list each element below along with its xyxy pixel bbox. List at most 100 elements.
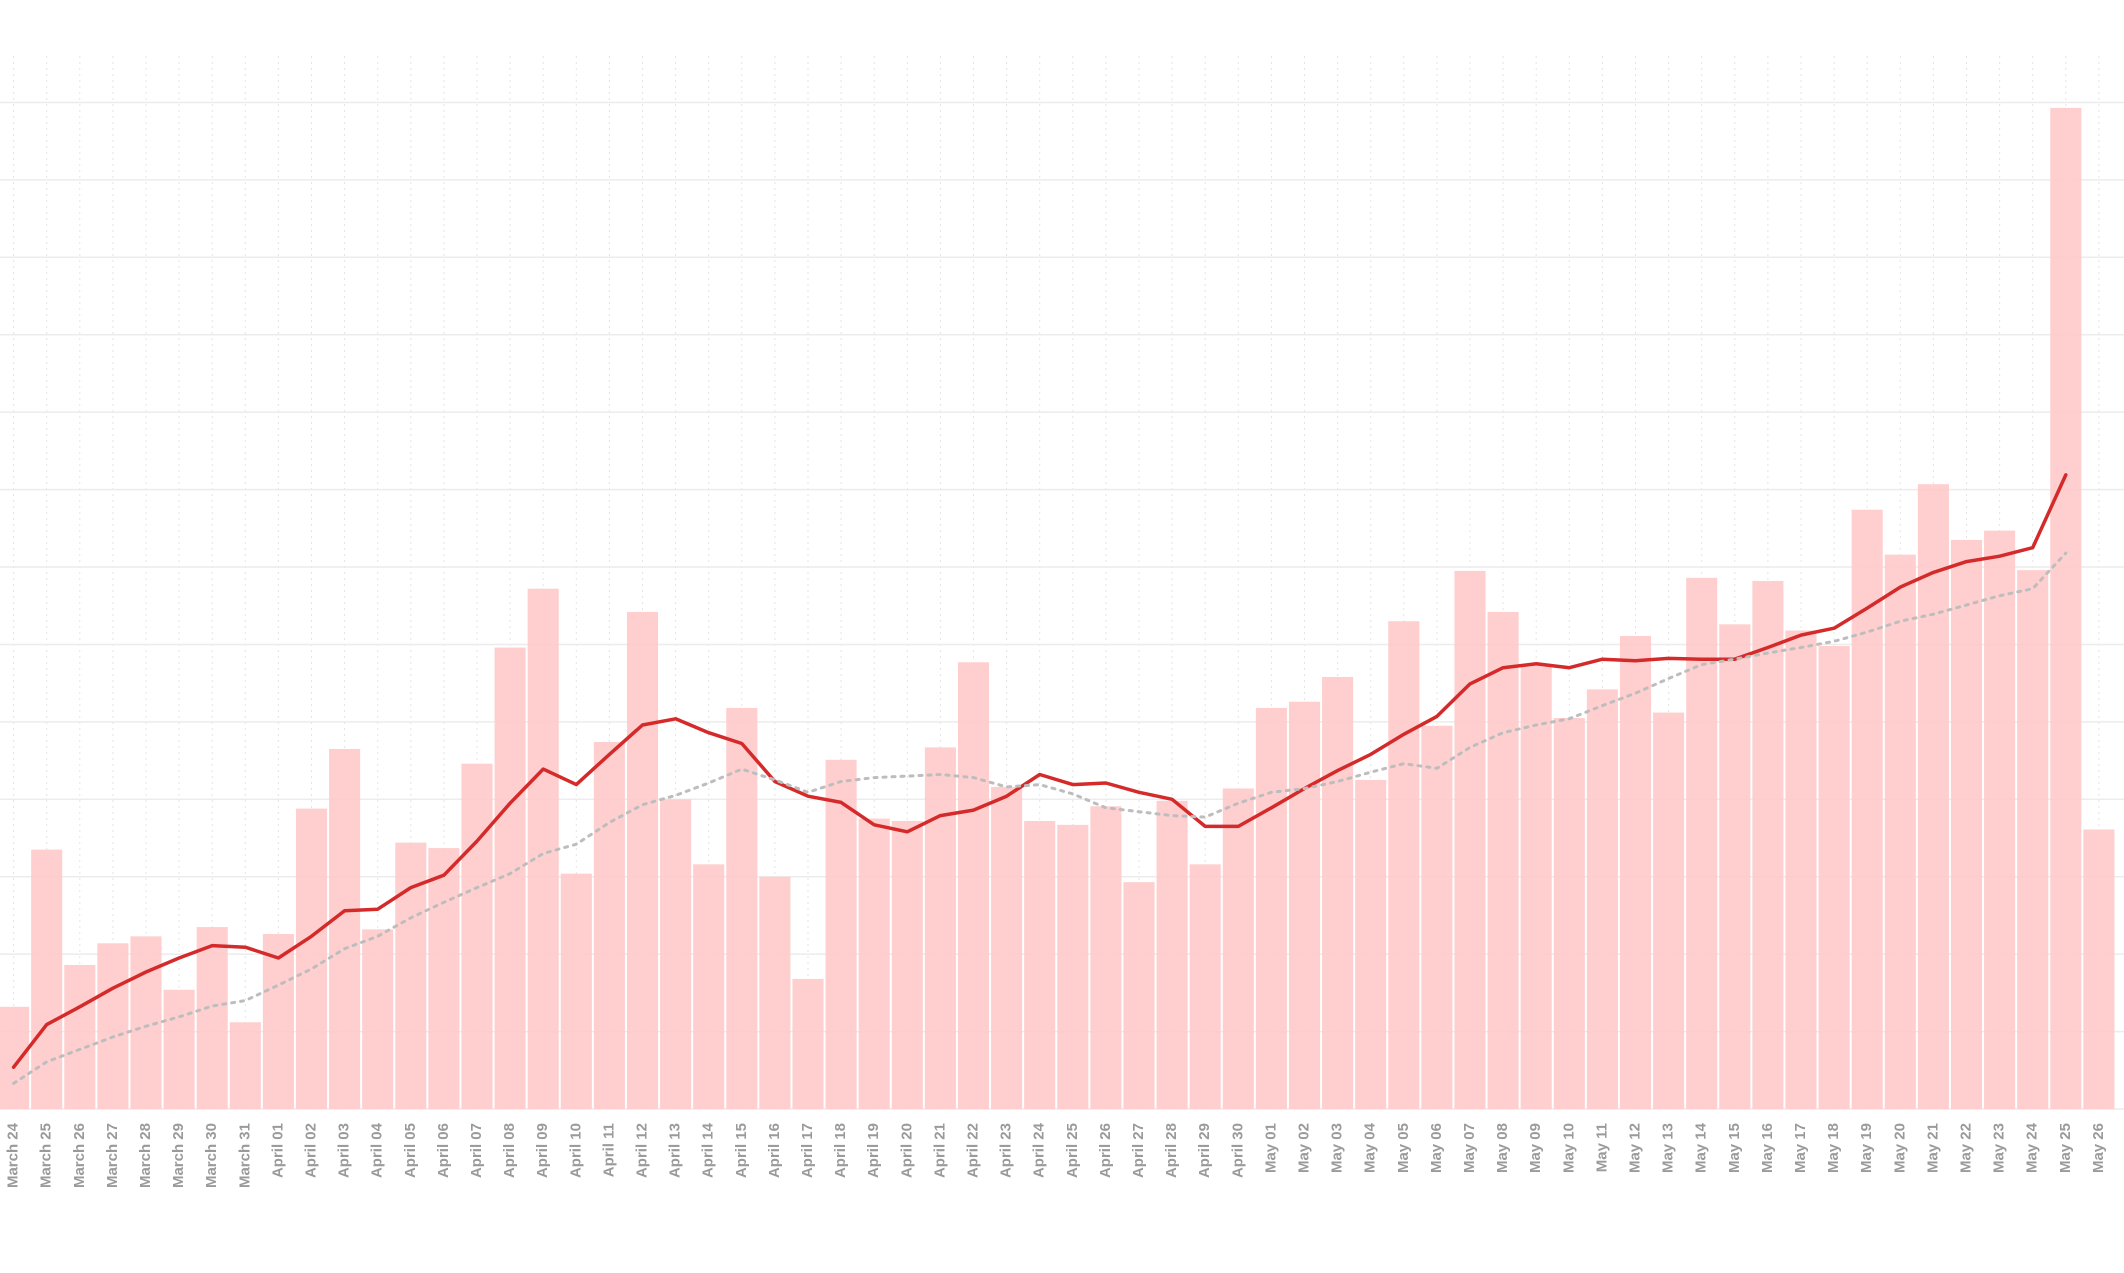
x-tick-label: March 24 [5, 1122, 22, 1188]
bar [196, 927, 228, 1109]
x-tick-label: May 01 [1262, 1123, 1279, 1173]
bar [1520, 664, 1552, 1109]
bar [262, 934, 294, 1109]
x-tick-label: May 05 [1395, 1123, 1412, 1173]
x-tick-label: May 26 [2090, 1123, 2107, 1173]
bar [759, 876, 791, 1109]
x-tick-label: April 17 [799, 1123, 816, 1178]
x-tick-label: May 11 [1593, 1123, 1610, 1172]
x-tick-label: April 25 [1064, 1123, 1081, 1178]
bar [1653, 712, 1685, 1109]
x-tick-label: March 29 [170, 1123, 187, 1188]
x-tick-label: April 23 [998, 1123, 1015, 1178]
bar [1752, 580, 1784, 1109]
x-tick-label: May 14 [1693, 1122, 1710, 1173]
bar [1917, 484, 1949, 1109]
bar [825, 759, 857, 1109]
x-tick-label: April 09 [534, 1123, 551, 1178]
x-tick-label: April 27 [1130, 1123, 1147, 1178]
bar [1553, 717, 1585, 1109]
bar [1818, 645, 1850, 1109]
x-tick-label: April 12 [633, 1123, 650, 1178]
bar [1123, 882, 1155, 1109]
bar [1686, 577, 1718, 1109]
x-tick-label: March 26 [71, 1123, 88, 1188]
x-tick-label: April 13 [667, 1123, 684, 1178]
x-tick-label: April 10 [567, 1123, 584, 1178]
bar [1619, 635, 1652, 1109]
x-tick-label: April 29 [1196, 1123, 1213, 1178]
bar [1222, 788, 1254, 1109]
bar [1454, 570, 1486, 1109]
x-tick-label: May 25 [2057, 1123, 2074, 1173]
bar [1884, 554, 1916, 1109]
x-tick-label: April 01 [269, 1123, 286, 1178]
x-tick-label: May 22 [1957, 1123, 1974, 1173]
x-tick-label: May 20 [1891, 1123, 1908, 1173]
x-tick-label: April 04 [369, 1122, 386, 1178]
bar [1189, 864, 1221, 1109]
bar [726, 707, 758, 1109]
x-tick-label: May 23 [1991, 1123, 2008, 1173]
bar [626, 611, 659, 1109]
bar [1090, 806, 1122, 1109]
x-tick-label: March 27 [104, 1123, 121, 1188]
x-tick-label: April 14 [700, 1122, 717, 1178]
x-tick-label: April 03 [336, 1123, 353, 1178]
x-tick-label: May 06 [1428, 1123, 1445, 1173]
average-line [11, 473, 2068, 1069]
bar [461, 763, 493, 1109]
x-tick-label: May 24 [2024, 1122, 2041, 1173]
x-tick-label: May 16 [1759, 1123, 1776, 1173]
bar [693, 864, 725, 1109]
x-tick-label: March 28 [137, 1123, 154, 1188]
x-tick-label: April 05 [402, 1123, 419, 1178]
bar [1156, 800, 1188, 1109]
x-tick-label: May 21 [1924, 1123, 1941, 1173]
bar [1388, 621, 1420, 1109]
bar [957, 662, 990, 1109]
bar [329, 748, 361, 1109]
bar [1288, 701, 1321, 1109]
x-tick-label: May 04 [1362, 1122, 1379, 1173]
bar [428, 848, 460, 1109]
x-tick-label: April 06 [435, 1123, 452, 1178]
bar [1024, 820, 1056, 1109]
bar [1421, 725, 1453, 1109]
x-tick-label: May 13 [1660, 1123, 1677, 1173]
bar [1586, 689, 1618, 1109]
bar [2083, 829, 2115, 1109]
x-tick-label: April 15 [733, 1123, 750, 1178]
bar [660, 799, 692, 1109]
x-tick-label: March 30 [203, 1123, 220, 1188]
x-tick-label: April 28 [1163, 1123, 1180, 1178]
bar [64, 964, 96, 1109]
x-tick-label: May 15 [1726, 1123, 1743, 1173]
x-tick-label: May 10 [1560, 1123, 1577, 1173]
bar [560, 873, 592, 1109]
x-tick-label: April 21 [931, 1123, 948, 1178]
bar [295, 808, 328, 1109]
x-tick-label: April 08 [501, 1123, 518, 1178]
x-tick-label: May 12 [1626, 1123, 1643, 1173]
x-tick-label: March 25 [38, 1123, 55, 1188]
bar [0, 1006, 30, 1109]
x-tick-label: April 02 [302, 1123, 319, 1178]
x-tick-label: April 16 [766, 1123, 783, 1178]
x-tick-label: May 03 [1329, 1123, 1346, 1173]
bar [858, 818, 890, 1109]
bar [229, 1022, 261, 1109]
bar [991, 786, 1023, 1109]
x-tick-label: May 19 [1858, 1123, 1875, 1173]
x-tick-label: May 07 [1461, 1123, 1478, 1173]
bar [31, 849, 63, 1109]
bar [593, 741, 625, 1109]
bar [163, 989, 195, 1109]
bar [1984, 530, 2016, 1109]
bar [2050, 107, 2082, 1109]
x-tick-label: April 11 [600, 1123, 617, 1177]
bar [1719, 624, 1751, 1109]
x-tick-label: April 22 [964, 1123, 981, 1178]
x-tick-label: May 17 [1792, 1123, 1809, 1173]
